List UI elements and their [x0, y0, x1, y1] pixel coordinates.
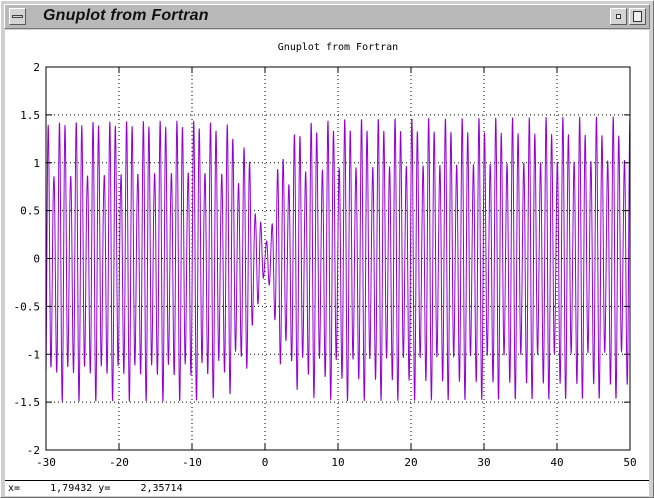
y-tick-label: 2 — [33, 61, 40, 74]
y-tick-label: -1.5 — [14, 396, 41, 409]
window-menu-button[interactable] — [9, 8, 26, 25]
y-tick-label: 0 — [33, 253, 40, 266]
maximize-icon — [633, 11, 642, 22]
maximize-button[interactable] — [629, 8, 646, 25]
x-tick-label: 20 — [404, 456, 417, 469]
x-tick-label: 30 — [477, 456, 490, 469]
x-tick-label: 40 — [550, 456, 563, 469]
y-tick-label: 1.5 — [20, 109, 40, 122]
x-tick-label: 0 — [262, 456, 269, 469]
status-bar: x= 1,79432 y= 2,35714 — [5, 480, 649, 496]
y-tick-label: 0.5 — [20, 205, 40, 218]
plot-svg[interactable]: Gnuplot from Fortran-30 -20 -10 0 10 20 30 40 50… — [5, 30, 649, 480]
chart-title: Gnuplot from Fortran — [278, 42, 398, 53]
y-tick-label: -1 — [27, 348, 40, 361]
menu-icon — [12, 15, 23, 18]
minimize-icon — [616, 14, 621, 19]
data-series-line — [45, 116, 631, 403]
y-tick-label: 1 — [33, 157, 40, 170]
x-tick-label: 50 — [623, 456, 636, 469]
x-tick-label: 10 — [331, 456, 344, 469]
cursor-coordinates: x= 1,79432 y= 2,35714 — [8, 483, 183, 494]
window-title: Gnuplot from Fortran — [43, 7, 209, 24]
plot-canvas[interactable]: Gnuplot from Fortran -30 -20 -10 0 10 20 30 40 50… — [5, 30, 649, 495]
minimize-button[interactable] — [610, 8, 627, 25]
y-tick-label: -0.5 — [14, 300, 41, 313]
x-tick-label: -20 — [109, 456, 129, 469]
x-tick-label: -10 — [182, 456, 202, 469]
title-bar[interactable]: Gnuplot from Fortran — [4, 4, 650, 29]
y-tick-label: -2 — [27, 444, 40, 457]
x-tick-label: -30 — [36, 456, 56, 469]
